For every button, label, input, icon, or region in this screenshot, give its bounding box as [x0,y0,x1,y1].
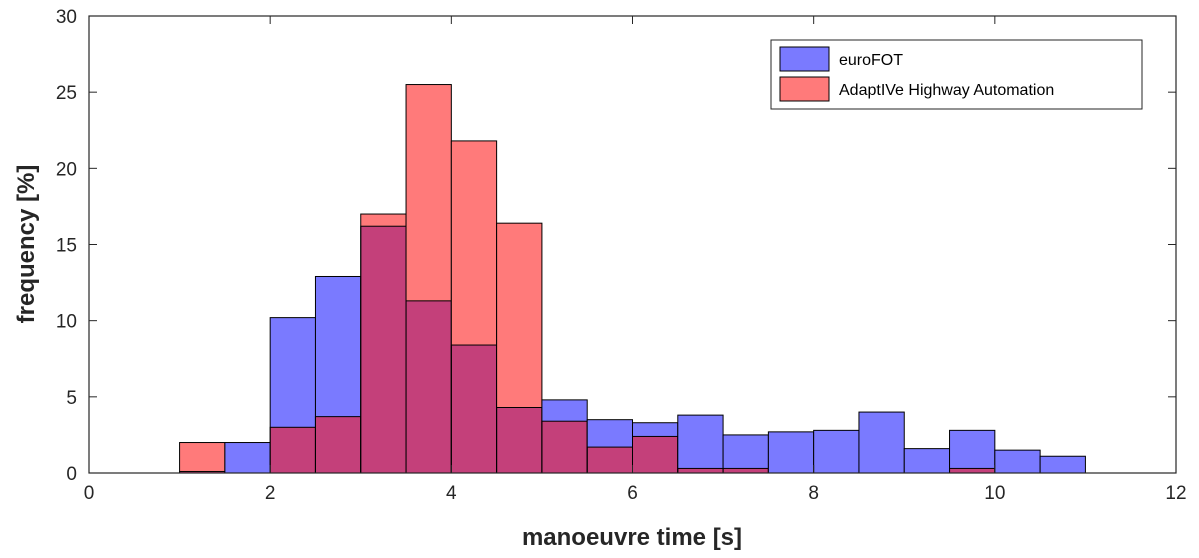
legend: euroFOT AdaptIVe Highway Automation [770,39,1143,110]
bar-overlap-0 [179,471,225,473]
legend-swatch-0 [779,46,830,72]
x-tick-label-0: 0 [84,483,95,504]
bar-overlap-11 [677,468,724,473]
bar-overlap-7 [496,407,542,473]
bar-overlap-9 [587,447,633,473]
legend-label-0: euroFOT [839,52,903,69]
y-tick-label-25: 25 [56,83,77,104]
bar-eurofot-11 [677,415,724,469]
x-tick-label-12: 12 [1165,483,1186,504]
y-axis-title: frequency [%] [13,165,40,324]
bar-eurofot-3 [315,276,361,417]
bars-layer [179,84,1086,474]
x-tick-label-10: 10 [984,483,1005,504]
bar-eurofot-8 [541,399,588,422]
bar-overlap-2 [270,427,316,473]
bar-adaptive-7 [496,223,542,408]
bar-eurofot-19 [1040,456,1086,473]
bar-eurofot-17 [949,430,995,469]
bar-overlap-6 [451,345,497,473]
bar-eurofot-12 [723,434,769,469]
bar-eurofot-14 [813,430,859,473]
bar-adaptive-0 [179,442,225,472]
axes-layer: 0 2 4 6 8 10 12 0 5 10 15 20 25 30 [56,7,1187,504]
bar-eurofot-13 [768,431,814,473]
x-tick-label-2: 2 [265,483,276,504]
bar-overlap-3 [315,416,361,473]
bar-overlap-8 [541,421,588,473]
bar-overlap-4 [360,226,407,473]
bar-eurofot-18 [994,450,1041,473]
bar-eurofot-15 [858,412,905,473]
y-tick-label-20: 20 [56,159,77,180]
bar-adaptive-6 [451,140,497,346]
bar-adaptive-5 [406,84,452,301]
legend-label-1: AdaptIVe Highway Automation [839,82,1054,99]
y-tick-label-5: 5 [66,388,77,409]
bar-eurofot-10 [632,422,678,437]
x-tick-label-4: 4 [446,483,457,504]
bar-eurofot-9 [587,419,633,448]
y-tick-label-30: 30 [56,7,77,28]
y-tick-label-15: 15 [56,236,77,257]
bar-overlap-17 [949,468,995,473]
bar-eurofot-1 [224,442,271,473]
legend-swatch-1 [779,76,830,102]
bar-adaptive-4 [360,214,407,227]
x-tick-label-6: 6 [627,483,638,504]
y-tick-label-0: 0 [66,464,77,485]
bar-eurofot-2 [270,317,316,428]
legend-box [770,39,1143,110]
bar-overlap-12 [723,468,769,473]
bar-eurofot-16 [904,448,950,473]
y-tick-label-10: 10 [56,312,77,333]
bar-overlap-10 [632,436,678,473]
bar-overlap-5 [406,300,452,473]
x-tick-label-8: 8 [808,483,819,504]
x-axis-title: manoeuvre time [s] [522,524,742,551]
